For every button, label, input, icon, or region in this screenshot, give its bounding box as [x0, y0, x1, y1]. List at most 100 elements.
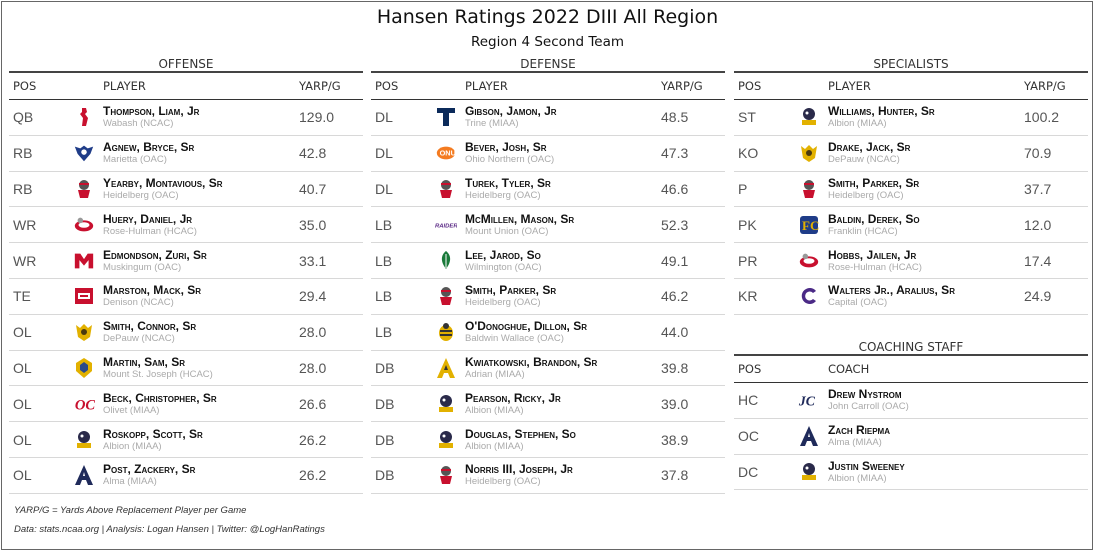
player-name: Agnew, Bryce, Sr [103, 141, 299, 154]
table-row: OC Zach Riepma Alma (MIAA) [734, 419, 1088, 455]
school-conference: Muskingum (OAC) [103, 262, 299, 273]
svg-text:FC: FC [802, 218, 819, 233]
player-name: Baldin, Derek, So [828, 213, 1024, 226]
player-name: Williams, Hunter, Sr [828, 105, 1024, 118]
data-credits: Data: stats.ncaa.org | Analysis: Logan H… [14, 524, 325, 535]
defense-panel: DEFENSE POS PLAYER YARP/G DL Gibson, Jamon, J… [371, 55, 725, 494]
school-conference: Mount St. Joseph (HCAC) [103, 369, 299, 380]
yarp-value: 47.3 [661, 145, 725, 161]
table-header: POS PLAYER YARP/G [371, 73, 725, 100]
player-name: Edmondson, Zuri, Sr [103, 249, 299, 262]
albion-logo [431, 429, 461, 451]
school-conference: Adrian (MIAA) [465, 369, 661, 380]
table-row: OL OC Beck, Christopher, Sr Olivet (MIAA) 26… [9, 386, 363, 422]
player-name: Douglas, Stephen, So [465, 428, 661, 441]
position-cell: QB [9, 109, 69, 125]
capital-logo [794, 285, 824, 307]
position-cell: DL [371, 181, 431, 197]
player-cell: Smith, Parker, Sr Heidelberg (OAC) [824, 177, 1024, 201]
adrian-logo [431, 357, 461, 379]
position-cell: PK [734, 217, 794, 233]
ohio-northern-logo: ONU [431, 142, 461, 164]
yarp-value: 46.2 [661, 288, 725, 304]
yarp-value: 35.0 [299, 217, 363, 233]
position-cell: OL [9, 360, 69, 376]
player-cell: Marston, Mack, Sr Denison (NCAC) [99, 284, 299, 308]
table-row: KO Drake, Jack, Sr DePauw (NCAC) 70.9 [734, 136, 1088, 172]
player-cell: Post, Zackery, Sr Alma (MIAA) [99, 463, 299, 487]
offense-panel: OFFENSE POS PLAYER YARP/G QB Thompson, Liam, … [9, 55, 363, 494]
heidelberg-logo [431, 464, 461, 486]
player-cell: Pearson, Ricky, Jr Albion (MIAA) [461, 392, 661, 416]
school-conference: Baldwin Wallace (OAC) [465, 333, 661, 344]
table-row: DL Turek, Tyler, Sr Heidelberg (OAC) 46.6 [371, 172, 725, 208]
position-cell: OC [734, 428, 794, 444]
yarp-value: 52.3 [661, 217, 725, 233]
trine-logo [431, 106, 461, 128]
heidelberg-logo [431, 285, 461, 307]
player-name: Smith, Parker, Sr [828, 177, 1024, 190]
table-row: DB Douglas, Stephen, So Albion (MIAA) 38.9 [371, 422, 725, 458]
player-name: Pearson, Ricky, Jr [465, 392, 661, 405]
school-conference: Wilmington (OAC) [465, 262, 661, 273]
yarp-value: 26.2 [299, 467, 363, 483]
coach-name: Zach Riepma [828, 424, 1024, 437]
header-player: PLAYER [99, 79, 299, 93]
table-row: RB Agnew, Bryce, Sr Marietta (OAC) 42.8 [9, 136, 363, 172]
coach-cell: Zach Riepma Alma (MIAA) [824, 424, 1024, 448]
school-conference: Albion (MIAA) [828, 118, 1024, 129]
position-cell: RB [9, 181, 69, 197]
table-row: DB Kwiatkowski, Brandon, Sr Adrian (MIAA) 3… [371, 351, 725, 387]
yarp-value: 28.0 [299, 360, 363, 376]
player-name: Beck, Christopher, Sr [103, 392, 299, 405]
albion-logo [794, 106, 824, 128]
yarp-definition: YARP/G = Yards Above Replacement Player … [14, 505, 246, 516]
position-cell: LB [371, 217, 431, 233]
rose-hulman-logo [794, 250, 824, 272]
player-name: O'Donoghue, Dillon, Sr [465, 320, 661, 333]
yarp-value: 37.8 [661, 467, 725, 483]
position-cell: LB [371, 324, 431, 340]
player-cell: Thompson, Liam, Jr Wabash (NCAC) [99, 105, 299, 129]
player-name: Bever, Josh, Sr [465, 141, 661, 154]
header-pos: POS [734, 362, 824, 376]
school-conference: Heidelberg (OAC) [828, 190, 1024, 201]
player-name: Lee, Jarod, So [465, 249, 661, 262]
position-cell: OL [9, 467, 69, 483]
player-cell: Huery, Daniel, Jr Rose-Hulman (HCAC) [99, 213, 299, 237]
school-conference: Alma (MIAA) [103, 476, 299, 487]
player-cell: Bever, Josh, Sr Ohio Northern (OAC) [461, 141, 661, 165]
position-cell: TE [9, 288, 69, 304]
table-row: DL ONU Bever, Josh, Sr Ohio Northern (OAC) 4… [371, 136, 725, 172]
alma-logo [69, 464, 99, 486]
player-cell: Roskopp, Scott, Sr Albion (MIAA) [99, 428, 299, 452]
table-row: DB Norris III, Joseph, Jr Heidelberg (OAC)… [371, 458, 725, 494]
player-name: Kwiatkowski, Brandon, Sr [465, 356, 661, 369]
depauw-logo [794, 142, 824, 164]
school-conference: John Carroll (OAC) [828, 401, 1024, 412]
marietta-logo [69, 142, 99, 164]
yarp-value: 129.0 [299, 109, 363, 125]
header-coach: COACH [824, 362, 1024, 376]
player-cell: Smith, Connor, Sr DePauw (NCAC) [99, 320, 299, 344]
mount-union-logo: RAIDERS [431, 214, 461, 236]
wabash-logo [69, 106, 99, 128]
school-conference: Albion (MIAA) [465, 405, 661, 416]
player-cell: Douglas, Stephen, So Albion (MIAA) [461, 428, 661, 452]
wilmington-logo [431, 250, 461, 272]
school-conference: Wabash (NCAC) [103, 118, 299, 129]
school-conference: Heidelberg (OAC) [465, 297, 661, 308]
school-conference: Albion (MIAA) [103, 441, 299, 452]
header-yarp: YARP/G [1024, 79, 1088, 93]
player-cell: Beck, Christopher, Sr Olivet (MIAA) [99, 392, 299, 416]
player-cell: Walters Jr., Aralius, Sr Capital (OAC) [824, 284, 1024, 308]
yarp-value: 44.0 [661, 324, 725, 340]
player-name: Post, Zackery, Sr [103, 463, 299, 476]
school-conference: Alma (MIAA) [828, 437, 1024, 448]
svg-text:JC: JC [798, 394, 816, 409]
header-player: PLAYER [824, 79, 1024, 93]
coach-cell: Drew Nystrom John Carroll (OAC) [824, 388, 1024, 412]
player-name: Smith, Connor, Sr [103, 320, 299, 333]
table-header: POS PLAYER YARP/G [734, 73, 1088, 100]
position-cell: DC [734, 464, 794, 480]
